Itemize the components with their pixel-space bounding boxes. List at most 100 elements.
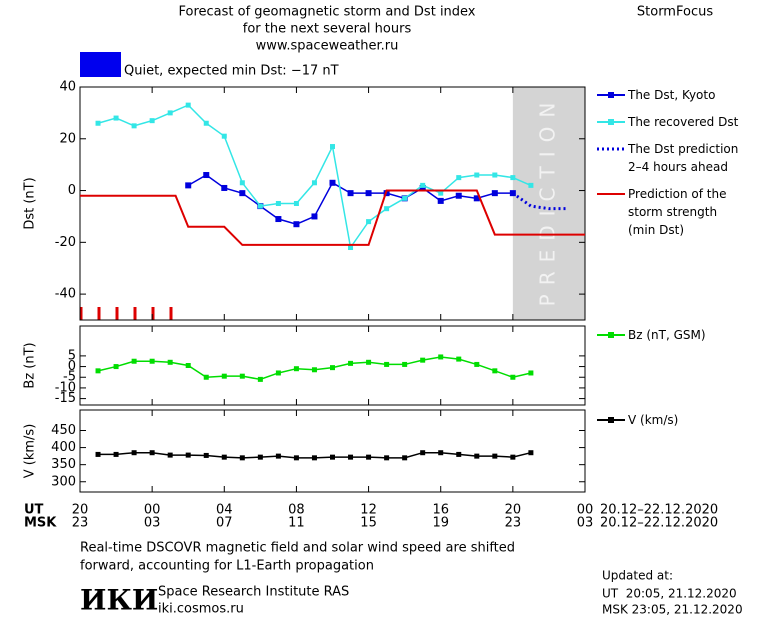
y-tick-label: 0 xyxy=(68,183,76,198)
point xyxy=(239,190,246,197)
legend-marker xyxy=(608,332,614,338)
point xyxy=(456,451,462,457)
point xyxy=(239,373,245,379)
point xyxy=(149,450,155,456)
point xyxy=(402,455,408,461)
y-tick-label: 5 xyxy=(68,348,76,363)
point xyxy=(347,190,354,197)
point xyxy=(474,361,480,367)
point xyxy=(384,361,390,367)
y-axis-title: Bz (nT) xyxy=(23,342,38,388)
x-tick-label: 04 xyxy=(216,503,233,518)
title-line: www.spaceweather.ru xyxy=(256,39,399,54)
point xyxy=(95,451,101,457)
updated-line: Updated at: xyxy=(602,569,673,583)
x-tick-label: 12 xyxy=(360,503,377,518)
status-label: Quiet, expected min Dst: −17 nT xyxy=(124,64,339,79)
y-tick-label: 350 xyxy=(51,457,76,472)
ut-range: 20.12–22.12.2020 xyxy=(600,503,718,518)
msk-label: MSK xyxy=(24,516,57,531)
x-tick-label: 00 xyxy=(577,503,594,518)
x-tick-label-msk: 23 xyxy=(505,516,522,531)
status-swatch xyxy=(80,52,121,77)
point xyxy=(420,450,426,456)
y-tick-label: 300 xyxy=(51,474,76,489)
point xyxy=(348,360,354,366)
x-tick-label: 00 xyxy=(144,503,161,518)
x-tick-label-msk: 23 xyxy=(72,516,89,531)
point xyxy=(149,118,155,124)
point xyxy=(492,172,498,178)
series-line xyxy=(187,174,513,226)
point xyxy=(275,453,281,459)
point xyxy=(528,450,534,456)
point xyxy=(221,133,227,139)
point xyxy=(203,120,209,126)
y-tick-label: -20 xyxy=(55,235,76,250)
x-tick-label-msk: 11 xyxy=(288,516,305,531)
point xyxy=(113,451,119,457)
legend-label: Bz (nT, GSM) xyxy=(628,328,706,342)
data-gap-ticks xyxy=(79,307,173,320)
title-line: Forecast of geomagnetic storm and Dst in… xyxy=(178,5,475,20)
point xyxy=(131,450,137,456)
point xyxy=(185,363,191,368)
point xyxy=(257,376,263,382)
logo: ИКИ xyxy=(80,584,158,617)
y-tick-label: 40 xyxy=(59,80,76,95)
point xyxy=(95,120,101,126)
point xyxy=(185,182,192,189)
x-tick-label-msk: 03 xyxy=(144,516,161,531)
point xyxy=(311,213,318,220)
point xyxy=(167,452,173,458)
point xyxy=(329,179,336,186)
point xyxy=(366,454,372,460)
point xyxy=(330,144,335,150)
point xyxy=(456,356,462,362)
point xyxy=(384,206,390,212)
point xyxy=(474,172,480,178)
y-tick-label: 20 xyxy=(59,131,76,146)
x-tick-label-msk: 03 xyxy=(577,516,594,531)
point xyxy=(293,221,300,228)
legend-label: The Dst prediction 2–4 hours ahead xyxy=(628,142,739,174)
y-axis-title: V (km/s) xyxy=(23,424,38,479)
point xyxy=(203,172,210,179)
point xyxy=(275,370,281,376)
institute: Space Research Institute RAS xyxy=(158,585,349,600)
point xyxy=(365,190,372,197)
y-tick-label: 0 xyxy=(68,359,76,374)
point xyxy=(455,192,462,199)
point xyxy=(293,201,299,206)
y-tick-label: 400 xyxy=(51,440,76,455)
point xyxy=(257,203,263,209)
point xyxy=(456,175,462,181)
point xyxy=(167,110,173,116)
panel-frame xyxy=(79,325,586,406)
point xyxy=(348,245,354,251)
point xyxy=(239,455,245,461)
point xyxy=(113,364,119,370)
note-line: Real-time DSCOVR magnetic field and sola… xyxy=(80,541,515,556)
point xyxy=(438,450,444,456)
point xyxy=(491,190,498,197)
point xyxy=(221,373,227,379)
legend-marker xyxy=(608,417,614,423)
point xyxy=(185,452,191,458)
point xyxy=(113,115,119,121)
legend-label: V (km/s) xyxy=(628,413,679,427)
panel-frame xyxy=(79,409,586,493)
point xyxy=(402,195,408,201)
point xyxy=(221,454,227,460)
panel-frame xyxy=(79,86,586,321)
point xyxy=(438,190,444,196)
point xyxy=(366,359,372,365)
title-line: for the next several hours xyxy=(243,22,412,37)
point xyxy=(384,455,390,461)
point xyxy=(492,453,498,459)
point xyxy=(95,368,101,374)
point xyxy=(203,452,209,458)
point xyxy=(131,123,137,129)
